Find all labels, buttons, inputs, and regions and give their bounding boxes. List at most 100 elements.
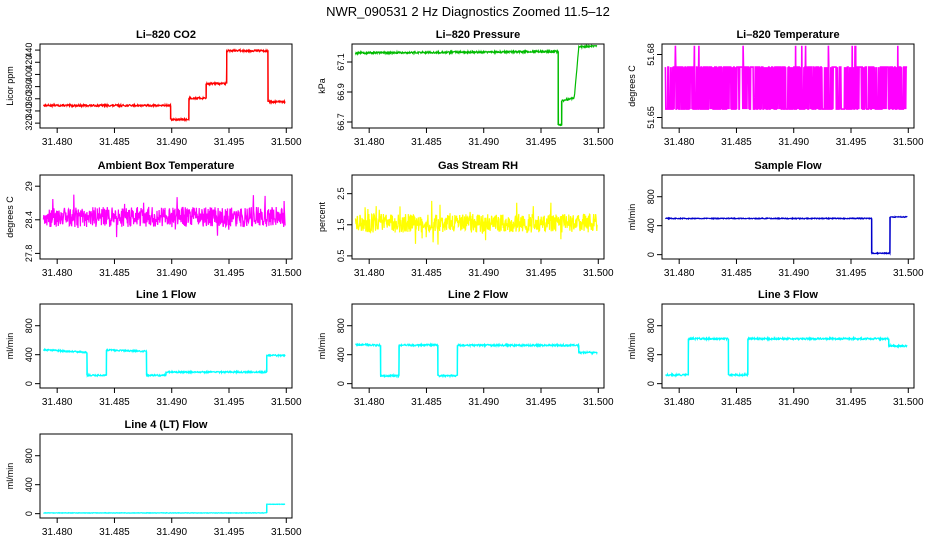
y-tick-label: 800 <box>646 189 656 204</box>
x-tick-label: 31.480 <box>42 527 73 538</box>
plot-frame <box>351 174 605 260</box>
x-tick-label: 31.485 <box>411 397 442 408</box>
y-tick-label: 400 <box>24 67 34 82</box>
y-tick-label: 0 <box>646 381 656 386</box>
y-tick-label: 800 <box>336 318 346 333</box>
y-tick-label: 0 <box>336 381 346 386</box>
x-tick-label: 31.490 <box>468 137 499 148</box>
panel-title: Li–820 CO2 <box>136 29 196 41</box>
x-tick-label: 31.500 <box>271 268 302 279</box>
chart-panel-5: Gas Stream RH 31.480 31.485 31.490 31.495 31.… <box>317 160 614 279</box>
panel-title: Li–820 Temperature <box>736 29 839 41</box>
x-tick-label: 31.485 <box>99 397 130 408</box>
y-tick-label: 400 <box>24 477 34 492</box>
chart-panel-1: Li–820 CO2 31.480 31.485 31.490 31.495 31.500… <box>5 29 302 148</box>
y-tick-label: 800 <box>646 318 656 333</box>
y-tick-label: 0 <box>646 252 656 257</box>
panel-title: Li–820 Pressure <box>436 29 520 41</box>
x-tick-label: 31.480 <box>354 268 385 279</box>
plot-frame <box>351 303 605 389</box>
x-tick-label: 31.480 <box>354 137 385 148</box>
x-tick-label: 31.490 <box>778 268 809 279</box>
plot-frame <box>39 174 293 260</box>
x-tick-label: 31.495 <box>526 268 557 279</box>
chart-panel-7: Line 1 Flow 31.480 31.485 31.490 31.495 31.50… <box>5 289 302 408</box>
y-tick-label: 400 <box>336 347 346 362</box>
x-tick-label: 31.495 <box>214 137 245 148</box>
chart-panel-8: Line 2 Flow 31.480 31.485 31.490 31.495 31.50… <box>317 289 614 408</box>
x-tick-label: 31.485 <box>411 137 442 148</box>
y-tick-label: 380 <box>24 79 34 94</box>
panel-title: Sample Flow <box>754 160 822 172</box>
y-axis-label: degrees C <box>627 65 637 107</box>
y-tick-label: 0 <box>24 381 34 386</box>
series-line <box>664 45 908 110</box>
y-axis-label: ml/min <box>627 204 637 231</box>
panel-title: Gas Stream RH <box>438 160 518 172</box>
y-axis-label: Licor ppm <box>5 66 15 106</box>
x-tick-label: 31.480 <box>354 397 385 408</box>
x-tick-label: 31.490 <box>156 137 187 148</box>
x-tick-label: 31.500 <box>583 268 614 279</box>
plot-frame <box>661 43 915 129</box>
x-tick-label: 31.500 <box>271 137 302 148</box>
y-tick-label: 1.5 <box>336 219 346 232</box>
x-tick-label: 31.495 <box>836 268 867 279</box>
panel-title: Line 2 Flow <box>448 289 508 301</box>
panels-container: Li–820 CO2 31.480 31.485 31.490 31.495 31.500… <box>5 29 924 538</box>
y-tick-label: 340 <box>24 103 34 118</box>
plot-frame <box>661 174 915 260</box>
x-tick-label: 31.480 <box>664 137 695 148</box>
y-axis-label: ml/min <box>5 463 15 490</box>
x-tick-label: 31.495 <box>214 527 245 538</box>
x-tick-label: 31.495 <box>526 397 557 408</box>
series-line <box>42 194 286 238</box>
y-axis-label: ml/min <box>627 333 637 360</box>
plot-frame <box>39 303 293 389</box>
x-tick-label: 31.490 <box>778 137 809 148</box>
series-line <box>42 347 286 378</box>
x-tick-label: 31.495 <box>214 397 245 408</box>
x-tick-label: 31.500 <box>583 397 614 408</box>
y-axis-label: degrees C <box>5 196 15 238</box>
y-tick-label: 400 <box>24 347 34 362</box>
x-tick-label: 31.485 <box>99 137 130 148</box>
y-tick-label: 420 <box>24 55 34 70</box>
chart-panel-10: Line 4 (LT) Flow 31.480 31.485 31.490 31.495… <box>5 419 302 538</box>
panel-title: Line 4 (LT) Flow <box>125 419 208 431</box>
series-line <box>354 200 598 245</box>
panel-title: Line 3 Flow <box>758 289 818 301</box>
x-tick-label: 31.500 <box>583 137 614 148</box>
plot-frame <box>351 43 605 129</box>
x-tick-label: 31.500 <box>893 268 924 279</box>
y-tick-label: 51.68 <box>646 43 656 66</box>
y-tick-label: 28.4 <box>24 211 34 229</box>
y-tick-label: 0 <box>24 511 34 516</box>
x-tick-label: 31.490 <box>156 268 187 279</box>
x-tick-label: 31.500 <box>893 397 924 408</box>
y-tick-label: 29 <box>24 181 34 191</box>
x-tick-label: 31.485 <box>721 397 752 408</box>
y-tick-label: 67.1 <box>336 53 346 71</box>
series-line <box>664 215 908 256</box>
chart-panel-3: Li–820 Temperature 31.480 31.485 31.490 31.4… <box>627 29 924 148</box>
y-tick-label: 400 <box>646 347 656 362</box>
series-line <box>355 342 598 379</box>
figure-title: NWR_090531 2 Hz Diagnostics Zoomed 11.5–… <box>326 4 610 19</box>
x-tick-label: 31.495 <box>836 397 867 408</box>
x-tick-label: 31.485 <box>411 268 442 279</box>
x-tick-label: 31.490 <box>156 397 187 408</box>
x-tick-label: 31.495 <box>836 137 867 148</box>
plot-frame <box>39 433 293 519</box>
plot-frame <box>39 43 293 129</box>
x-tick-label: 31.490 <box>156 527 187 538</box>
x-tick-label: 31.480 <box>42 397 73 408</box>
x-tick-label: 31.490 <box>468 268 499 279</box>
x-tick-label: 31.495 <box>214 268 245 279</box>
x-tick-label: 31.485 <box>99 268 130 279</box>
x-tick-label: 31.495 <box>526 137 557 148</box>
plot-frame <box>661 303 915 389</box>
chart-panel-4: Ambient Box Temperature 31.480 31.485 31.49… <box>5 160 302 279</box>
x-tick-label: 31.485 <box>721 137 752 148</box>
